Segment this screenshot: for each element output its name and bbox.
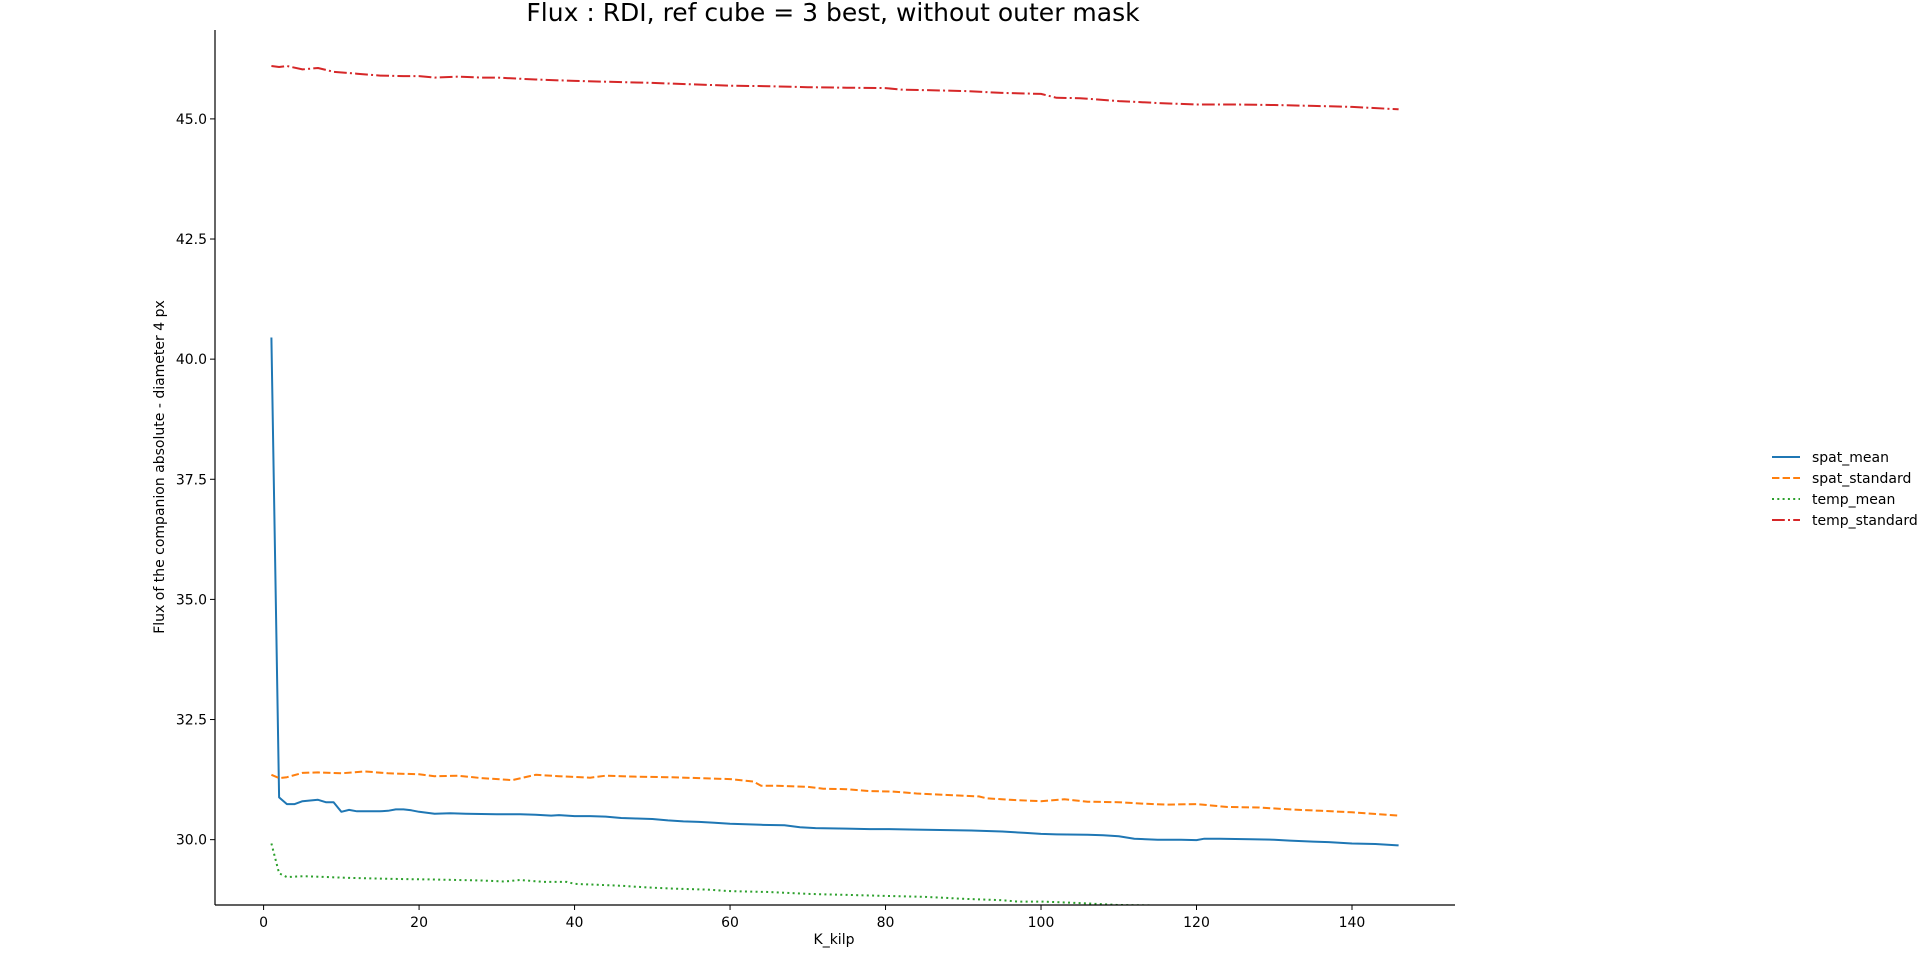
x-tick-label: 140 xyxy=(1339,915,1366,931)
x-tick-label: 120 xyxy=(1183,915,1210,931)
y-tick-label: 37.5 xyxy=(176,472,207,488)
y-tick-label: 35.0 xyxy=(176,592,207,608)
y-tick-label: 42.5 xyxy=(176,232,207,248)
y-tick-label: 45.0 xyxy=(176,112,207,128)
y-axis-label: Flux of the companion absolute - diamete… xyxy=(152,300,168,634)
x-tick-label: 0 xyxy=(259,915,268,931)
legend-label-temp-mean: temp_mean xyxy=(1812,492,1895,508)
series-line-temp-mean xyxy=(270,843,1257,905)
legend-label-temp-standard: temp_standard xyxy=(1812,513,1918,529)
series-layer xyxy=(270,65,1399,905)
y-tick-label: 32.5 xyxy=(176,713,207,729)
y-tick-label: 30.0 xyxy=(176,833,207,849)
x-tick-label: 60 xyxy=(721,915,739,931)
series-line-spat-mean xyxy=(270,337,1399,847)
legend-label-spat-standard: spat_standard xyxy=(1812,471,1911,487)
x-axis-ticks: 0 20 40 60 80 100 120 140 xyxy=(259,905,1365,931)
series-line-spat-standard xyxy=(271,770,1399,817)
x-axis-label: K_kilp xyxy=(814,932,855,948)
legend-label-spat-mean: spat_mean xyxy=(1812,450,1889,466)
series-line-temp-standard xyxy=(271,65,1399,111)
x-tick-label: 20 xyxy=(410,915,428,931)
chart-legend: spat_mean spat_standard temp_mean temp_stan… xyxy=(1772,450,1918,529)
y-tick-label: 40.0 xyxy=(176,352,207,368)
x-tick-label: 80 xyxy=(877,915,895,931)
chart-title: Flux : RDI, ref cube = 3 best, without o… xyxy=(526,0,1140,27)
y-axis-ticks: 30.0 32.5 35.0 37.5 40.0 42.5 45.0 xyxy=(176,112,215,849)
x-tick-label: 100 xyxy=(1028,915,1055,931)
x-tick-label: 40 xyxy=(566,915,584,931)
